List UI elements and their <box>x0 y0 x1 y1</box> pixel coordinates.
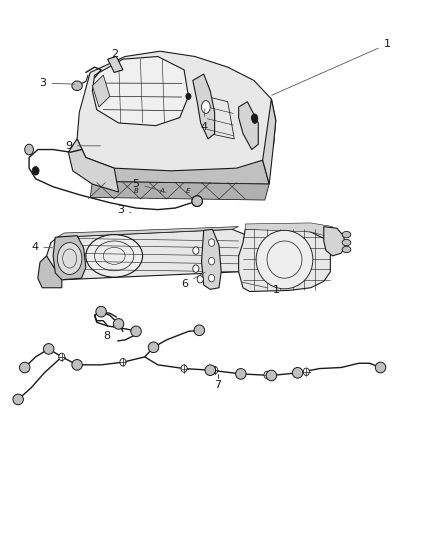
Text: A: A <box>160 188 165 194</box>
Text: 3: 3 <box>117 205 131 215</box>
Ellipse shape <box>72 360 82 370</box>
Ellipse shape <box>205 365 215 375</box>
Text: 3: 3 <box>39 78 74 88</box>
Polygon shape <box>57 227 239 237</box>
Ellipse shape <box>148 342 159 353</box>
Ellipse shape <box>186 93 191 100</box>
Ellipse shape <box>342 246 351 253</box>
Text: 4: 4 <box>31 242 53 252</box>
Ellipse shape <box>181 365 187 372</box>
Text: 5: 5 <box>133 179 166 192</box>
Ellipse shape <box>342 231 351 238</box>
Ellipse shape <box>193 247 199 254</box>
Ellipse shape <box>131 326 141 337</box>
Polygon shape <box>263 99 276 184</box>
Ellipse shape <box>201 101 210 114</box>
Text: E: E <box>186 188 191 194</box>
Polygon shape <box>68 139 119 192</box>
Ellipse shape <box>43 344 54 354</box>
Text: 2: 2 <box>110 49 119 64</box>
Text: 4: 4 <box>200 109 207 132</box>
Text: 7: 7 <box>215 379 222 390</box>
Polygon shape <box>206 96 234 139</box>
Ellipse shape <box>192 196 202 206</box>
Ellipse shape <box>212 367 218 374</box>
Polygon shape <box>46 229 250 280</box>
Ellipse shape <box>292 368 303 378</box>
Polygon shape <box>53 236 86 280</box>
Ellipse shape <box>193 265 199 272</box>
Ellipse shape <box>57 243 82 274</box>
Text: 9: 9 <box>65 141 101 151</box>
Text: B: B <box>134 188 138 194</box>
Ellipse shape <box>194 325 205 336</box>
Polygon shape <box>245 223 332 237</box>
Polygon shape <box>193 74 215 139</box>
Ellipse shape <box>264 371 270 378</box>
Ellipse shape <box>96 306 106 317</box>
Ellipse shape <box>13 394 23 405</box>
Ellipse shape <box>59 353 65 361</box>
Polygon shape <box>92 75 110 107</box>
Polygon shape <box>86 158 269 184</box>
Ellipse shape <box>208 257 215 265</box>
Text: 1: 1 <box>272 39 391 95</box>
Ellipse shape <box>251 115 257 121</box>
Ellipse shape <box>375 362 386 373</box>
Ellipse shape <box>208 239 215 246</box>
Ellipse shape <box>266 370 277 381</box>
Polygon shape <box>38 256 62 288</box>
Ellipse shape <box>252 114 258 124</box>
Ellipse shape <box>236 368 246 379</box>
Polygon shape <box>86 158 243 192</box>
Ellipse shape <box>19 362 30 373</box>
Ellipse shape <box>32 166 39 175</box>
Text: 1: 1 <box>241 282 280 295</box>
Polygon shape <box>77 51 276 171</box>
Polygon shape <box>108 56 123 72</box>
Ellipse shape <box>113 319 124 329</box>
Ellipse shape <box>256 230 313 289</box>
Ellipse shape <box>303 368 309 375</box>
Polygon shape <box>201 229 221 289</box>
Ellipse shape <box>192 196 202 206</box>
Ellipse shape <box>86 235 143 277</box>
Polygon shape <box>239 102 258 150</box>
Ellipse shape <box>25 144 33 155</box>
Ellipse shape <box>197 276 203 283</box>
Ellipse shape <box>72 81 82 91</box>
Ellipse shape <box>342 239 351 246</box>
Text: 8: 8 <box>104 326 115 341</box>
Text: 6: 6 <box>181 272 205 288</box>
Ellipse shape <box>120 359 126 366</box>
Polygon shape <box>239 228 330 292</box>
Ellipse shape <box>208 274 215 282</box>
Polygon shape <box>92 56 188 126</box>
Polygon shape <box>324 227 346 256</box>
Polygon shape <box>90 181 269 200</box>
